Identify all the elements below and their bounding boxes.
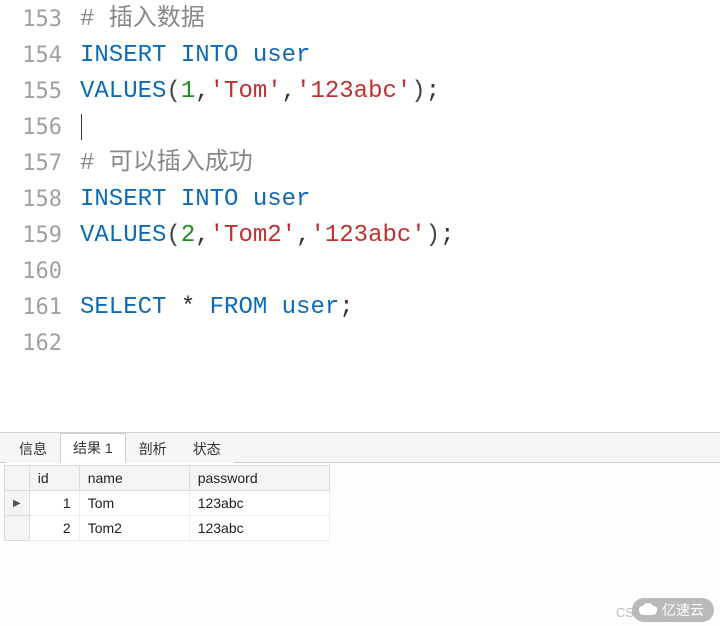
row-selector-header <box>5 466 30 491</box>
code-line[interactable]: 153# 插入数据 <box>0 2 720 38</box>
code-token: * <box>181 294 195 321</box>
code-token: 'Tom' <box>210 78 282 105</box>
results-panel: 信息结果 1剖析状态 idnamepassword▶1Tom123abc2Tom… <box>0 432 720 626</box>
line-number: 161 <box>0 290 80 326</box>
code-token <box>238 42 252 69</box>
code-token: ; <box>440 222 454 249</box>
line-number: 158 <box>0 182 80 218</box>
code-content[interactable] <box>80 110 82 146</box>
watermark-text: 亿速云 <box>662 600 704 620</box>
code-content[interactable]: INSERT INTO user <box>80 38 310 74</box>
result-tabs: 信息结果 1剖析状态 <box>0 433 720 463</box>
cloud-icon <box>638 602 658 618</box>
tab-信息[interactable]: 信息 <box>6 434 60 463</box>
code-token: INSERT INTO <box>80 42 238 69</box>
cell[interactable]: 2 <box>29 516 79 541</box>
code-line[interactable]: 161SELECT * FROM user; <box>0 290 720 326</box>
code-line[interactable]: 157# 可以插入成功 <box>0 146 720 182</box>
column-header-id[interactable]: id <box>29 466 79 491</box>
code-token: # 插入数据 <box>80 6 205 33</box>
code-content[interactable]: # 可以插入成功 <box>80 146 253 182</box>
line-number: 160 <box>0 254 80 290</box>
code-token: , <box>282 78 296 105</box>
line-number: 156 <box>0 110 80 146</box>
code-token: ( <box>166 78 180 105</box>
line-number: 154 <box>0 38 80 74</box>
code-token: '123abc' <box>296 78 411 105</box>
text-cursor <box>81 114 82 140</box>
code-token: ) <box>426 222 440 249</box>
table-row[interactable]: ▶1Tom123abc <box>5 491 330 516</box>
code-content[interactable]: VALUES(1,'Tom','123abc'); <box>80 74 440 110</box>
code-token: VALUES <box>80 222 166 249</box>
code-line[interactable]: 160 <box>0 254 720 290</box>
code-token: ; <box>426 78 440 105</box>
code-line[interactable]: 155VALUES(1,'Tom','123abc'); <box>0 74 720 110</box>
code-token: '123abc' <box>310 222 425 249</box>
line-number: 155 <box>0 74 80 110</box>
code-token <box>238 186 252 213</box>
cell[interactable]: 123abc <box>189 491 329 516</box>
code-token: , <box>195 222 209 249</box>
code-token: # 可以插入成功 <box>80 150 253 177</box>
code-content[interactable]: VALUES(2,'Tom2','123abc'); <box>80 218 455 254</box>
code-token: 2 <box>181 222 195 249</box>
column-header-name[interactable]: name <box>79 466 189 491</box>
line-number: 157 <box>0 146 80 182</box>
code-content[interactable]: SELECT * FROM user; <box>80 290 354 326</box>
watermark-badge: 亿速云 <box>632 598 714 622</box>
code-token: VALUES <box>80 78 166 105</box>
code-token: ; <box>339 294 353 321</box>
code-token: 1 <box>181 78 195 105</box>
code-token: SELECT <box>80 294 166 321</box>
code-line[interactable]: 158INSERT INTO user <box>0 182 720 218</box>
code-token: , <box>296 222 310 249</box>
code-content[interactable]: # 插入数据 <box>80 2 205 38</box>
cell[interactable]: 1 <box>29 491 79 516</box>
tab-状态[interactable]: 状态 <box>180 434 234 463</box>
table-row[interactable]: 2Tom2123abc <box>5 516 330 541</box>
code-token <box>195 294 209 321</box>
row-selector[interactable] <box>5 516 30 541</box>
code-line[interactable]: 162 <box>0 326 720 362</box>
code-token: 'Tom2' <box>210 222 296 249</box>
line-number: 162 <box>0 326 80 362</box>
code-token: ( <box>166 222 180 249</box>
code-token: user <box>253 42 311 69</box>
line-number: 153 <box>0 2 80 38</box>
tab-结果 1[interactable]: 结果 1 <box>60 433 126 463</box>
code-token <box>267 294 281 321</box>
table-header-row: idnamepassword <box>5 466 330 491</box>
line-number: 159 <box>0 218 80 254</box>
code-token: , <box>195 78 209 105</box>
code-content[interactable]: INSERT INTO user <box>80 182 310 218</box>
code-editor[interactable]: 153# 插入数据154INSERT INTO user155VALUES(1,… <box>0 0 720 362</box>
code-token: INSERT INTO <box>80 186 238 213</box>
code-line[interactable]: 159VALUES(2,'Tom2','123abc'); <box>0 218 720 254</box>
code-line[interactable]: 156 <box>0 110 720 146</box>
column-header-password[interactable]: password <box>189 466 329 491</box>
cell[interactable]: 123abc <box>189 516 329 541</box>
tab-剖析[interactable]: 剖析 <box>126 434 180 463</box>
row-selector[interactable]: ▶ <box>5 491 30 516</box>
code-token: user <box>253 186 311 213</box>
code-line[interactable]: 154INSERT INTO user <box>0 38 720 74</box>
result-grid[interactable]: idnamepassword▶1Tom123abc2Tom2123abc <box>4 465 330 541</box>
code-token: ) <box>411 78 425 105</box>
code-token: user <box>282 294 340 321</box>
cell[interactable]: Tom <box>79 491 189 516</box>
cell[interactable]: Tom2 <box>79 516 189 541</box>
code-token: FROM <box>210 294 268 321</box>
code-token <box>166 294 180 321</box>
